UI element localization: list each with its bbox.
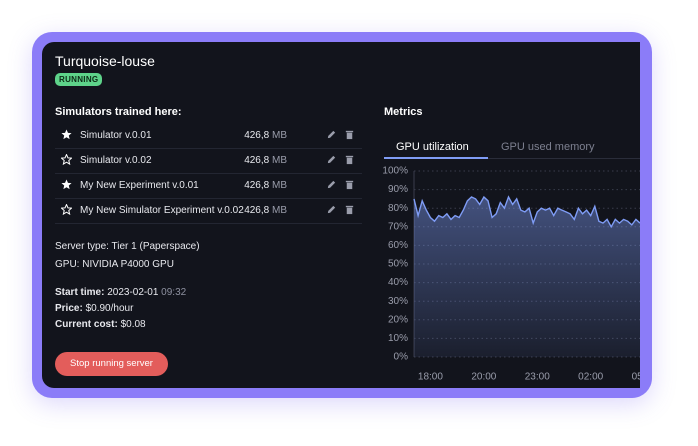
delete-icon[interactable] [344,204,355,215]
stop-button[interactable]: Stop running server [55,352,168,376]
y-tick-label: 10% [388,333,408,344]
detail-label: Current cost: [55,319,118,330]
detail-value: NIVIDIA P4000 GPU [82,259,174,270]
card-frame: Turquoise-louse RUNNING Simulators train… [32,32,652,398]
detail-label: Start time: [55,287,105,298]
detail-label: GPU: [55,259,80,270]
size-unit: MB [272,205,287,216]
simulator-row: Simulator v.0.02 426,8 MB [55,148,362,174]
tab[interactable]: GPU utilization [396,141,469,153]
area-fill [414,197,640,357]
y-tick-label: 90% [388,184,408,195]
y-tick-label: 70% [388,221,408,232]
delete-icon[interactable] [344,179,355,190]
tab-divider [384,158,640,159]
size-unit: MB [272,180,287,191]
delete-icon[interactable] [344,129,355,140]
x-tick-label: 23:00 [525,372,550,383]
star-filled[interactable] [61,179,72,190]
line [413,195,640,229]
simulators-heading: Simulators trained here: [55,106,182,118]
metrics-heading: Metrics [384,106,423,118]
y-tick-label: 30% [388,296,408,307]
simulator-size: 426,8 MB [244,130,287,141]
tab[interactable]: GPU used memory [501,141,595,153]
x-tick-label: 18:00 [418,372,443,383]
simulator-row: My New Simulator Experiment v.0.02 426,8 … [55,198,362,224]
server-panel: Turquoise-louse RUNNING Simulators train… [42,42,640,388]
edit-icon[interactable] [326,154,337,165]
simulator-size: 426,8 MB [244,180,287,191]
detail-value: 2023-02-01 [107,287,159,298]
edit-icon[interactable] [326,204,337,215]
edit-icon[interactable] [326,179,337,190]
simulator-size: 426,8 MB [244,205,287,216]
y-tick-label: 100% [382,166,408,177]
star-filled[interactable] [61,129,72,140]
x-tick-label: 05:00 [632,372,640,383]
detail-line: Server type: Tier 1 (Paperspace) [55,241,200,252]
y-tick-label: 0% [394,352,409,363]
size-unit: MB [272,155,287,166]
size-value: 426,8 [244,130,270,141]
simulator-row: My New Experiment v.0.01 426,8 MB [55,173,362,199]
chart: 100% 90% 80% 70% 60% 50% 40% 30% 20% 10% 0% 18:00 20… [382,166,640,383]
edit-icon[interactable] [326,129,337,140]
delete-icon[interactable] [344,154,355,165]
server-name: Turquoise-louse [55,53,155,69]
star-outline[interactable] [61,154,72,165]
x-tick-label: 20:00 [471,372,496,383]
simulator-name: Simulator v.0.01 [80,130,152,141]
detail-line: Current cost: $0.08 [55,319,146,330]
tab-underline [384,157,488,159]
simulator-name: My New Experiment v.0.01 [80,180,199,191]
detail-line: Start time: 2023-02-01 09:32 [55,287,186,298]
detail-time: 09:32 [161,287,187,298]
x-tick-label: 02:00 [578,372,603,383]
star-outline[interactable] [61,204,72,215]
y-tick-label: 20% [388,314,408,325]
detail-value: Tier 1 (Paperspace) [111,241,200,252]
detail-value: $0.90/hour [85,303,134,314]
size-value: 426,8 [244,180,270,191]
detail-label: Server type: [55,241,109,252]
y-tick-label: 40% [388,277,408,288]
simulator-name: My New Simulator Experiment v.0.02 [80,205,244,216]
y-tick-label: 60% [388,240,408,251]
detail-line: Price: $0.90/hour [55,303,133,314]
y-tick-label: 50% [388,259,408,270]
detail-value: $0.08 [120,319,146,330]
simulator-row: Simulator v.0.01 426,8 MB [55,123,362,149]
y-tick-label: 80% [388,203,408,214]
simulator-size: 426,8 MB [244,155,287,166]
status-badge: RUNNING [55,73,103,86]
detail-line: GPU: NIVIDIA P4000 GPU [55,259,174,270]
simulator-name: Simulator v.0.02 [80,155,152,166]
size-value: 426,8 [244,155,270,166]
size-value: 426,8 [244,205,270,216]
size-unit: MB [272,130,287,141]
detail-label: Price: [55,303,83,314]
